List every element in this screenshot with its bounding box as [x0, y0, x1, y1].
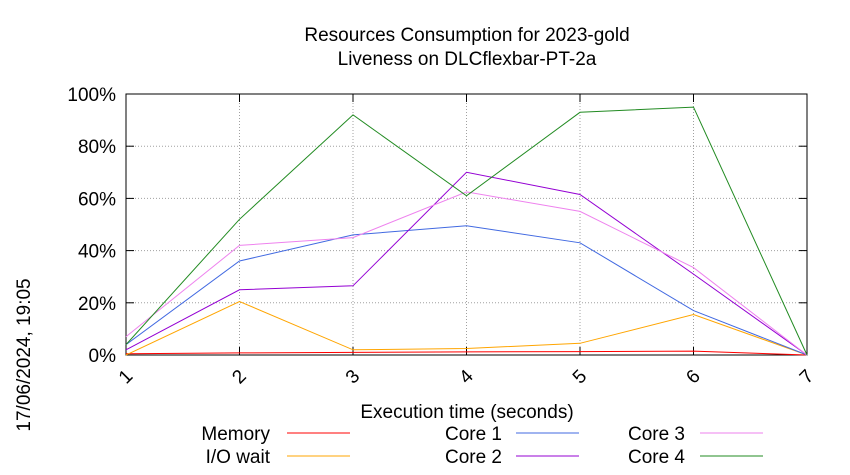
chart-subtitle: Liveness on DLCflexbar-PT-2a [338, 49, 597, 70]
series-line-core-4 [125, 106, 808, 356]
x-tick-label: 2 [228, 366, 250, 388]
x-tick-label: 5 [569, 366, 591, 388]
y-tick-label: 100% [67, 85, 116, 106]
series-line-memory [125, 350, 808, 356]
y-tick-label: 80% [78, 137, 116, 158]
legend-label: I/O wait [206, 447, 271, 468]
axis-ticks: 0% 20% 40% 60% 80% 100% 1 2 3 4 5 6 7 [67, 85, 818, 388]
legend-label: Core 1 [445, 424, 502, 445]
chart-title: Resources Consumption for 2023-gold [304, 25, 629, 46]
x-tick-label: 7 [796, 366, 818, 388]
x-tick-label: 6 [682, 366, 704, 388]
series-line-core-3 [125, 191, 808, 356]
series-line-core-1 [125, 225, 808, 356]
legend-label: Core 4 [628, 447, 685, 468]
legend-label: Core 3 [628, 424, 685, 445]
x-axis-label: Execution time (seconds) [360, 402, 573, 423]
y-tick-label: 40% [78, 242, 116, 263]
y-tick-label: 20% [78, 294, 116, 315]
grid [126, 94, 807, 355]
x-tick-label: 3 [342, 366, 364, 388]
series-line-core-2 [125, 171, 808, 356]
x-tick-label: 1 [115, 366, 137, 388]
series-lines [125, 106, 808, 356]
x-tick-label: 4 [455, 366, 478, 389]
series-line-i-o-wait [125, 300, 808, 356]
legend-label: Core 2 [445, 447, 502, 468]
y-tick-label: 0% [89, 346, 117, 367]
y-tick-label: 60% [78, 189, 116, 210]
legend-label: Memory [201, 424, 270, 445]
timestamp-label: 17/06/2024, 19:05 [14, 278, 35, 431]
